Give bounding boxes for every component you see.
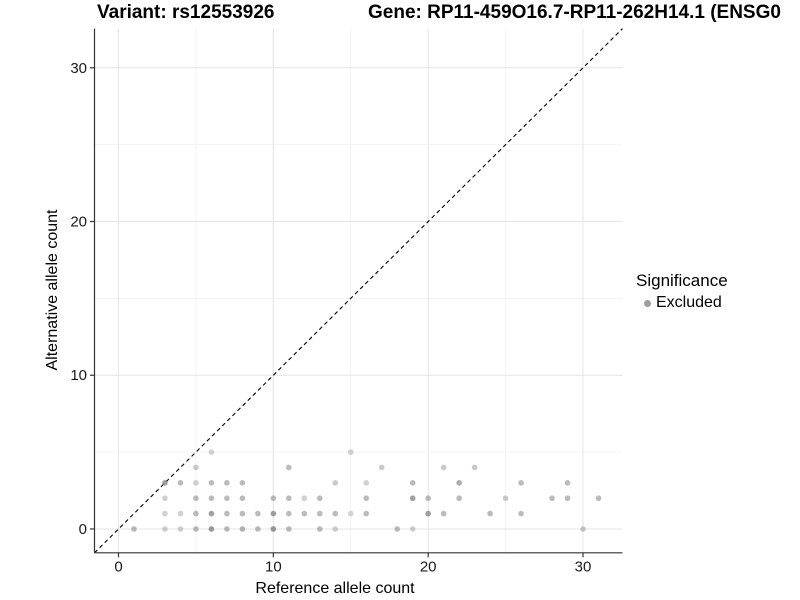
data-point xyxy=(193,495,199,502)
data-point xyxy=(239,526,246,532)
data-point xyxy=(471,464,478,471)
legend-title: Significance xyxy=(636,271,728,290)
data-point xyxy=(193,510,199,517)
data-point xyxy=(394,526,401,532)
data-point xyxy=(208,526,215,532)
data-point xyxy=(239,480,246,486)
data-point xyxy=(347,449,354,455)
data-point xyxy=(224,526,230,532)
data-point xyxy=(286,510,292,517)
data-point xyxy=(177,480,184,486)
y-tick-label: 10 xyxy=(70,367,87,384)
data-point xyxy=(332,480,339,486)
y-tick-label: 30 xyxy=(70,60,87,77)
data-point xyxy=(363,480,370,486)
x-tick-label: 20 xyxy=(420,558,437,575)
data-point xyxy=(224,480,230,486)
data-point xyxy=(270,510,277,517)
data-point xyxy=(193,480,199,486)
data-point xyxy=(518,480,524,486)
legend-item-label: Excluded xyxy=(656,294,722,311)
y-axis-title: Alternative allele count xyxy=(44,209,61,371)
data-point xyxy=(549,495,555,502)
data-point xyxy=(456,495,462,502)
x-tick-label: 10 xyxy=(265,558,282,575)
data-point xyxy=(193,526,199,532)
data-point xyxy=(270,495,277,502)
data-point xyxy=(301,495,308,502)
data-point xyxy=(270,526,277,532)
data-point xyxy=(255,526,261,532)
plot-title-gene: Gene: RP11-459O16.7-RP11-262H14.1 (ENSG0 xyxy=(368,2,781,23)
data-point xyxy=(208,510,215,517)
data-point xyxy=(224,495,230,502)
excluded-point-icon xyxy=(644,299,651,307)
data-point xyxy=(378,464,385,471)
data-point xyxy=(425,495,431,502)
data-point xyxy=(440,464,447,471)
data-point xyxy=(487,510,493,517)
data-point xyxy=(316,526,323,532)
data-point xyxy=(239,510,246,517)
data-point xyxy=(286,526,292,532)
data-point xyxy=(301,510,308,517)
data-point xyxy=(440,510,447,517)
legend: Significance Excluded xyxy=(636,271,728,312)
data-point xyxy=(208,480,215,486)
data-point xyxy=(255,510,261,517)
data-point xyxy=(456,480,462,486)
data-point xyxy=(193,464,199,471)
x-tick-label: 0 xyxy=(114,558,122,575)
data-point xyxy=(162,510,168,517)
data-point xyxy=(595,495,602,502)
data-point xyxy=(286,495,292,502)
data-point xyxy=(425,510,431,517)
data-point xyxy=(409,526,416,532)
data-point xyxy=(286,464,292,471)
data-point xyxy=(316,510,323,517)
x-axis-title: Reference allele count xyxy=(255,580,415,597)
data-point xyxy=(580,526,586,532)
data-point xyxy=(177,526,184,532)
data-point xyxy=(239,495,246,502)
plot-title-variant: Variant: rs12553926 xyxy=(97,2,275,23)
identity-line xyxy=(94,28,623,554)
data-point xyxy=(162,480,168,486)
data-point xyxy=(332,526,339,532)
data-point xyxy=(564,495,571,502)
x-tick-label: 30 xyxy=(575,558,592,575)
data-point xyxy=(316,495,323,502)
y-tick-label: 20 xyxy=(70,214,87,231)
data-point xyxy=(332,510,339,517)
y-tick-label: 0 xyxy=(79,521,87,538)
legend-item-excluded: Excluded xyxy=(636,294,728,312)
data-point xyxy=(363,495,370,502)
data-point xyxy=(224,510,230,517)
data-point xyxy=(518,510,524,517)
data-point xyxy=(131,526,137,532)
data-point xyxy=(347,510,354,517)
data-point xyxy=(162,526,168,532)
data-point xyxy=(208,449,215,455)
data-point xyxy=(363,510,370,517)
data-point xyxy=(208,495,215,502)
data-point xyxy=(162,495,168,502)
data-point xyxy=(409,495,416,502)
data-point xyxy=(502,495,509,502)
data-point xyxy=(564,480,571,486)
data-point xyxy=(177,510,184,517)
data-point xyxy=(409,480,416,486)
